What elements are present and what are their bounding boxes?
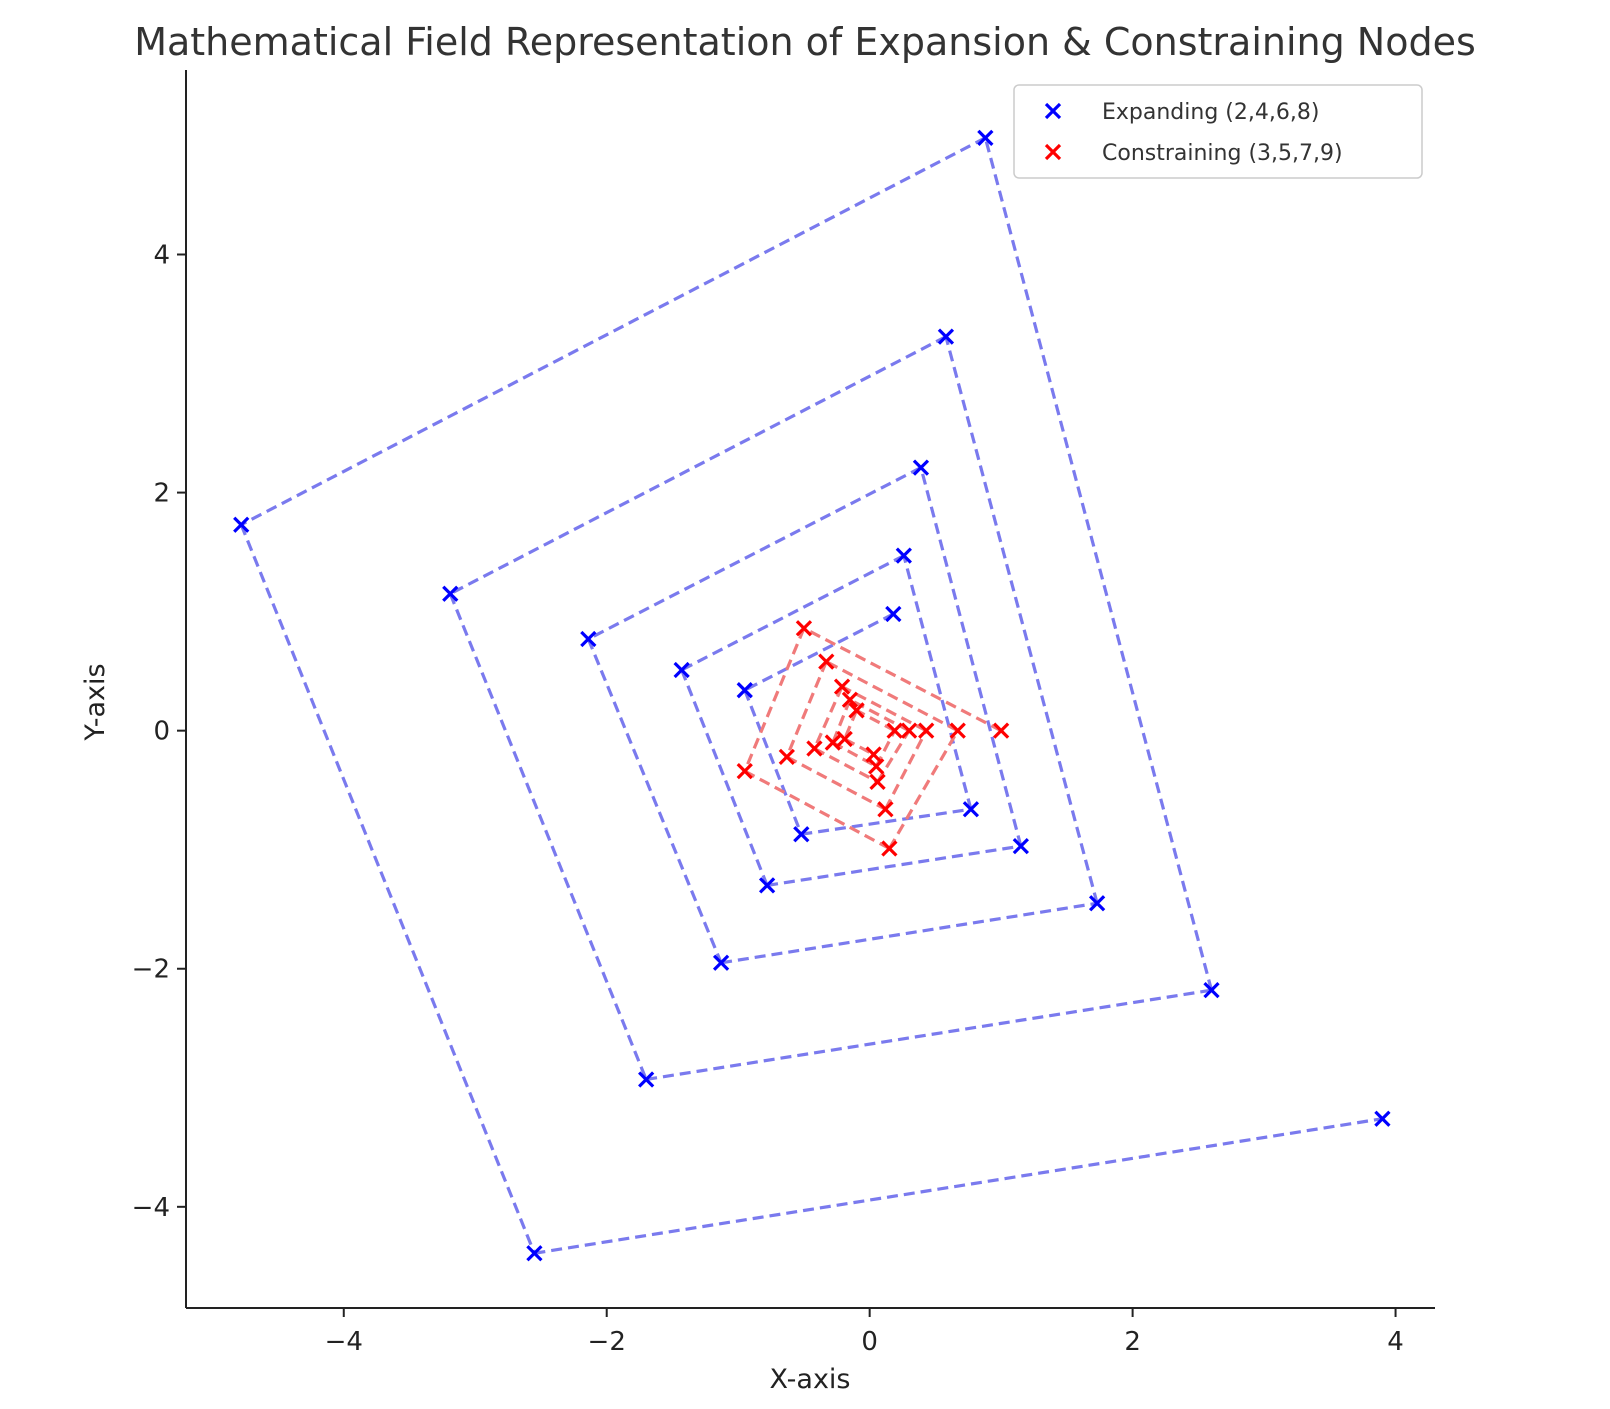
series-0-point (1088, 895, 1106, 912)
series-0-point (233, 516, 250, 533)
legend-marker-1 (1044, 143, 1062, 161)
y-tick-label: 4 (153, 241, 170, 271)
series-0-segment (720, 901, 1098, 965)
series-0-point (895, 547, 912, 564)
series-1-segment (855, 709, 896, 733)
series-1-point (836, 730, 853, 748)
series-1-segment (849, 698, 910, 733)
y-tick-label: −2 (132, 955, 170, 985)
series-0-segment (902, 555, 973, 810)
series-1-point (795, 620, 813, 637)
x-tick-label: 0 (861, 1327, 878, 1357)
series-0-point (526, 1245, 543, 1262)
series-lines (239, 136, 1383, 1255)
series-1-point (918, 722, 935, 739)
series-1-point (736, 763, 753, 780)
series-0-point (912, 459, 930, 476)
series-0-point (962, 801, 980, 818)
y-tick-label: −4 (132, 1193, 170, 1223)
series-1-segment (786, 755, 887, 811)
series-0-segment (534, 1117, 1383, 1255)
series-1-segment (888, 729, 960, 850)
series-1-point (806, 740, 823, 757)
y-tick-label: 0 (153, 717, 170, 747)
series-1-point (877, 801, 894, 818)
series-0-segment (919, 467, 1023, 847)
series-1-segment (812, 685, 844, 750)
series-0-segment (801, 807, 972, 836)
chart-title: Mathematical Field Representation of Exp… (134, 20, 1476, 64)
series-1-segment (825, 660, 959, 733)
series-0-point (673, 661, 690, 679)
y-axis-label: Y-axis (80, 663, 111, 741)
series-0-point (736, 682, 753, 699)
series-1-segment (831, 699, 852, 744)
series-0-point (977, 129, 994, 146)
legend-items: Expanding (2,4,6,8) Constraining (3,5,7,9… (1044, 100, 1343, 166)
series-0-segment (680, 554, 905, 672)
x-tick-label: 2 (1124, 1327, 1141, 1357)
series-1-segment (832, 741, 878, 768)
series-1-segment (803, 626, 1002, 733)
series-0-segment (239, 524, 536, 1254)
series-0-segment (743, 689, 803, 835)
series-1-point (993, 722, 1010, 739)
series-1-segment (785, 661, 828, 758)
series-1-segment (813, 747, 879, 784)
series-0-segment (587, 466, 922, 641)
series-0-point (937, 328, 955, 345)
series-0-segment (449, 335, 947, 596)
series-0-segment (744, 612, 895, 692)
x-axis-label: X-axis (770, 1364, 851, 1395)
series-1-point (949, 722, 966, 739)
series-0-segment (645, 988, 1212, 1082)
series-1-segment (744, 769, 891, 850)
legend-box (1013, 84, 1423, 179)
series-1-point (778, 748, 795, 765)
series-1-point (886, 722, 903, 739)
series-1-segment (884, 729, 928, 810)
series-0-point (1203, 982, 1220, 999)
legend-marker-0 (1044, 102, 1062, 120)
series-0-segment (680, 669, 769, 887)
series-1-point (841, 691, 859, 708)
series-1-point (865, 746, 882, 763)
series-0-segment (766, 844, 1022, 887)
series-0-point (793, 826, 810, 843)
series-0-segment (983, 137, 1214, 991)
series-0-point (712, 954, 730, 971)
series-markers (233, 129, 1391, 1262)
series-0-segment (944, 336, 1099, 904)
series-0-segment (448, 593, 648, 1081)
series-1-point (833, 678, 851, 695)
x-ticks: −4 −2 0 2 4 (325, 1308, 1404, 1357)
series-0-segment (240, 136, 987, 527)
series-1-segment (843, 709, 858, 740)
series-1-segment (743, 627, 806, 772)
series-1-point (869, 773, 886, 790)
series-1-point (868, 758, 885, 775)
series-0-point (442, 585, 459, 602)
series-1-point (881, 840, 898, 857)
series-0-point (1374, 1110, 1391, 1127)
x-tick-label: 4 (1387, 1327, 1404, 1357)
series-1-point (824, 734, 841, 751)
series-1-point (848, 702, 865, 719)
legend-label-1: Constraining (3,5,7,9) (1102, 141, 1343, 166)
x-tick-label: −2 (588, 1327, 626, 1357)
series-1-point (818, 653, 835, 670)
legend-label-0: Expanding (2,4,6,8) (1102, 100, 1319, 125)
y-ticks: −4 −2 0 2 4 (132, 241, 186, 1223)
series-0-point (580, 630, 597, 648)
legend: Expanding (2,4,6,8) Constraining (3,5,7,9… (1013, 84, 1423, 179)
series-0-point (758, 877, 776, 894)
series-0-segment (586, 638, 723, 964)
series-0-point (1012, 837, 1029, 855)
series-1-point (900, 722, 918, 739)
x-tick-label: −4 (325, 1327, 363, 1357)
y-tick-label: 2 (153, 479, 170, 509)
series-0-point (885, 605, 902, 623)
series-0-point (638, 1071, 655, 1088)
